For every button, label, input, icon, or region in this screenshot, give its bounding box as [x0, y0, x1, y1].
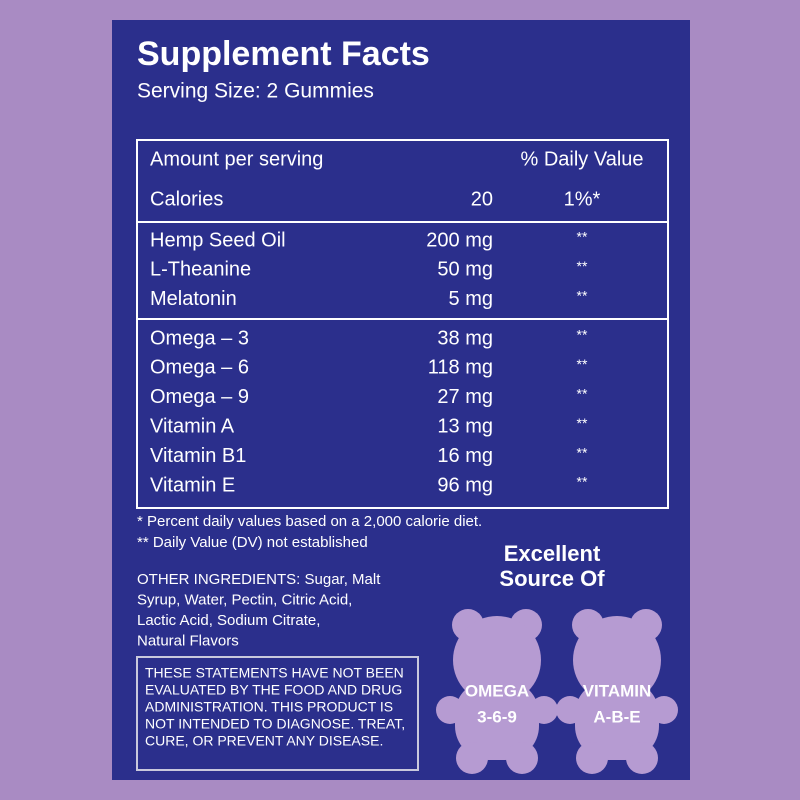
row-amount: 27 mg [437, 386, 493, 408]
row-amount: 38 mg [437, 327, 493, 349]
row-amount: 5 mg [449, 288, 493, 310]
row-dv: ** [577, 444, 588, 460]
row-amount: 50 mg [437, 259, 493, 281]
disclaimer-box [136, 656, 419, 771]
column-header: Amount per serving [150, 148, 323, 170]
footnote: ** Daily Value (DV) not established [137, 534, 368, 551]
row-amount: 20 [471, 188, 493, 210]
bear [436, 609, 558, 774]
bear-label: OMEGA [465, 681, 529, 700]
row-label: Vitamin B1 [150, 445, 246, 467]
ingredients: OTHER INGREDIENTS: Sugar, Malt [137, 571, 381, 588]
row-label: Omega – 3 [150, 327, 249, 349]
disclaimer: ADMINISTRATION. THIS PRODUCT IS [145, 699, 393, 715]
disclaimer: EVALUATED BY THE FOOD AND DRUG [145, 682, 402, 698]
row-label: Omega – 9 [150, 386, 249, 408]
disclaimer: NOT INTENDED TO DIAGNOSE. TREAT, [145, 716, 405, 732]
disclaimer: CURE, OR PREVENT ANY DISEASE. [145, 733, 383, 749]
row-dv: ** [577, 229, 588, 245]
disclaimer: THESE STATEMENTS HAVE NOT BEEN [145, 665, 404, 681]
row-label: Omega – 6 [150, 357, 249, 379]
row-dv: ** [577, 327, 588, 343]
bear [556, 609, 678, 774]
row-amount: 200 mg [426, 229, 493, 251]
row-dv: ** [577, 474, 588, 490]
ingredients: Natural Flavors [137, 632, 239, 649]
row-label: Calories [150, 188, 223, 210]
row-dv: ** [577, 258, 588, 274]
footnote: * Percent daily values based on a 2,000 … [137, 513, 482, 530]
row-dv: 1%* [564, 188, 601, 210]
bear-label: 3-6-9 [477, 707, 517, 726]
bear-label: VITAMIN [583, 681, 652, 700]
badge-title: Source Of [499, 566, 605, 591]
row-label: Melatonin [150, 288, 237, 310]
row-dv: ** [577, 415, 588, 431]
row-amount: 96 mg [437, 474, 493, 496]
row-amount: 16 mg [437, 445, 493, 467]
bear-label: A-B-E [593, 707, 640, 726]
row-label: Hemp Seed Oil [150, 229, 286, 251]
row-dv: ** [577, 386, 588, 402]
ingredients: Lactic Acid, Sodium Citrate, [137, 612, 320, 629]
row-amount: 118 mg [428, 357, 493, 379]
row-amount: 13 mg [437, 415, 493, 437]
row-dv: ** [577, 356, 588, 372]
row-label: Vitamin A [150, 415, 235, 437]
column-header: % Daily Value [520, 148, 643, 170]
title: Supplement Facts [137, 35, 430, 73]
serving-size: Serving Size: 2 Gummies [137, 80, 374, 103]
row-label: Vitamin E [150, 474, 235, 496]
badge-title: Excellent [504, 541, 601, 566]
ingredients: Syrup, Water, Pectin, Citric Acid, [137, 591, 352, 608]
row-label: L-Theanine [150, 259, 251, 281]
row-dv: ** [577, 288, 588, 304]
facts-box [136, 139, 669, 509]
